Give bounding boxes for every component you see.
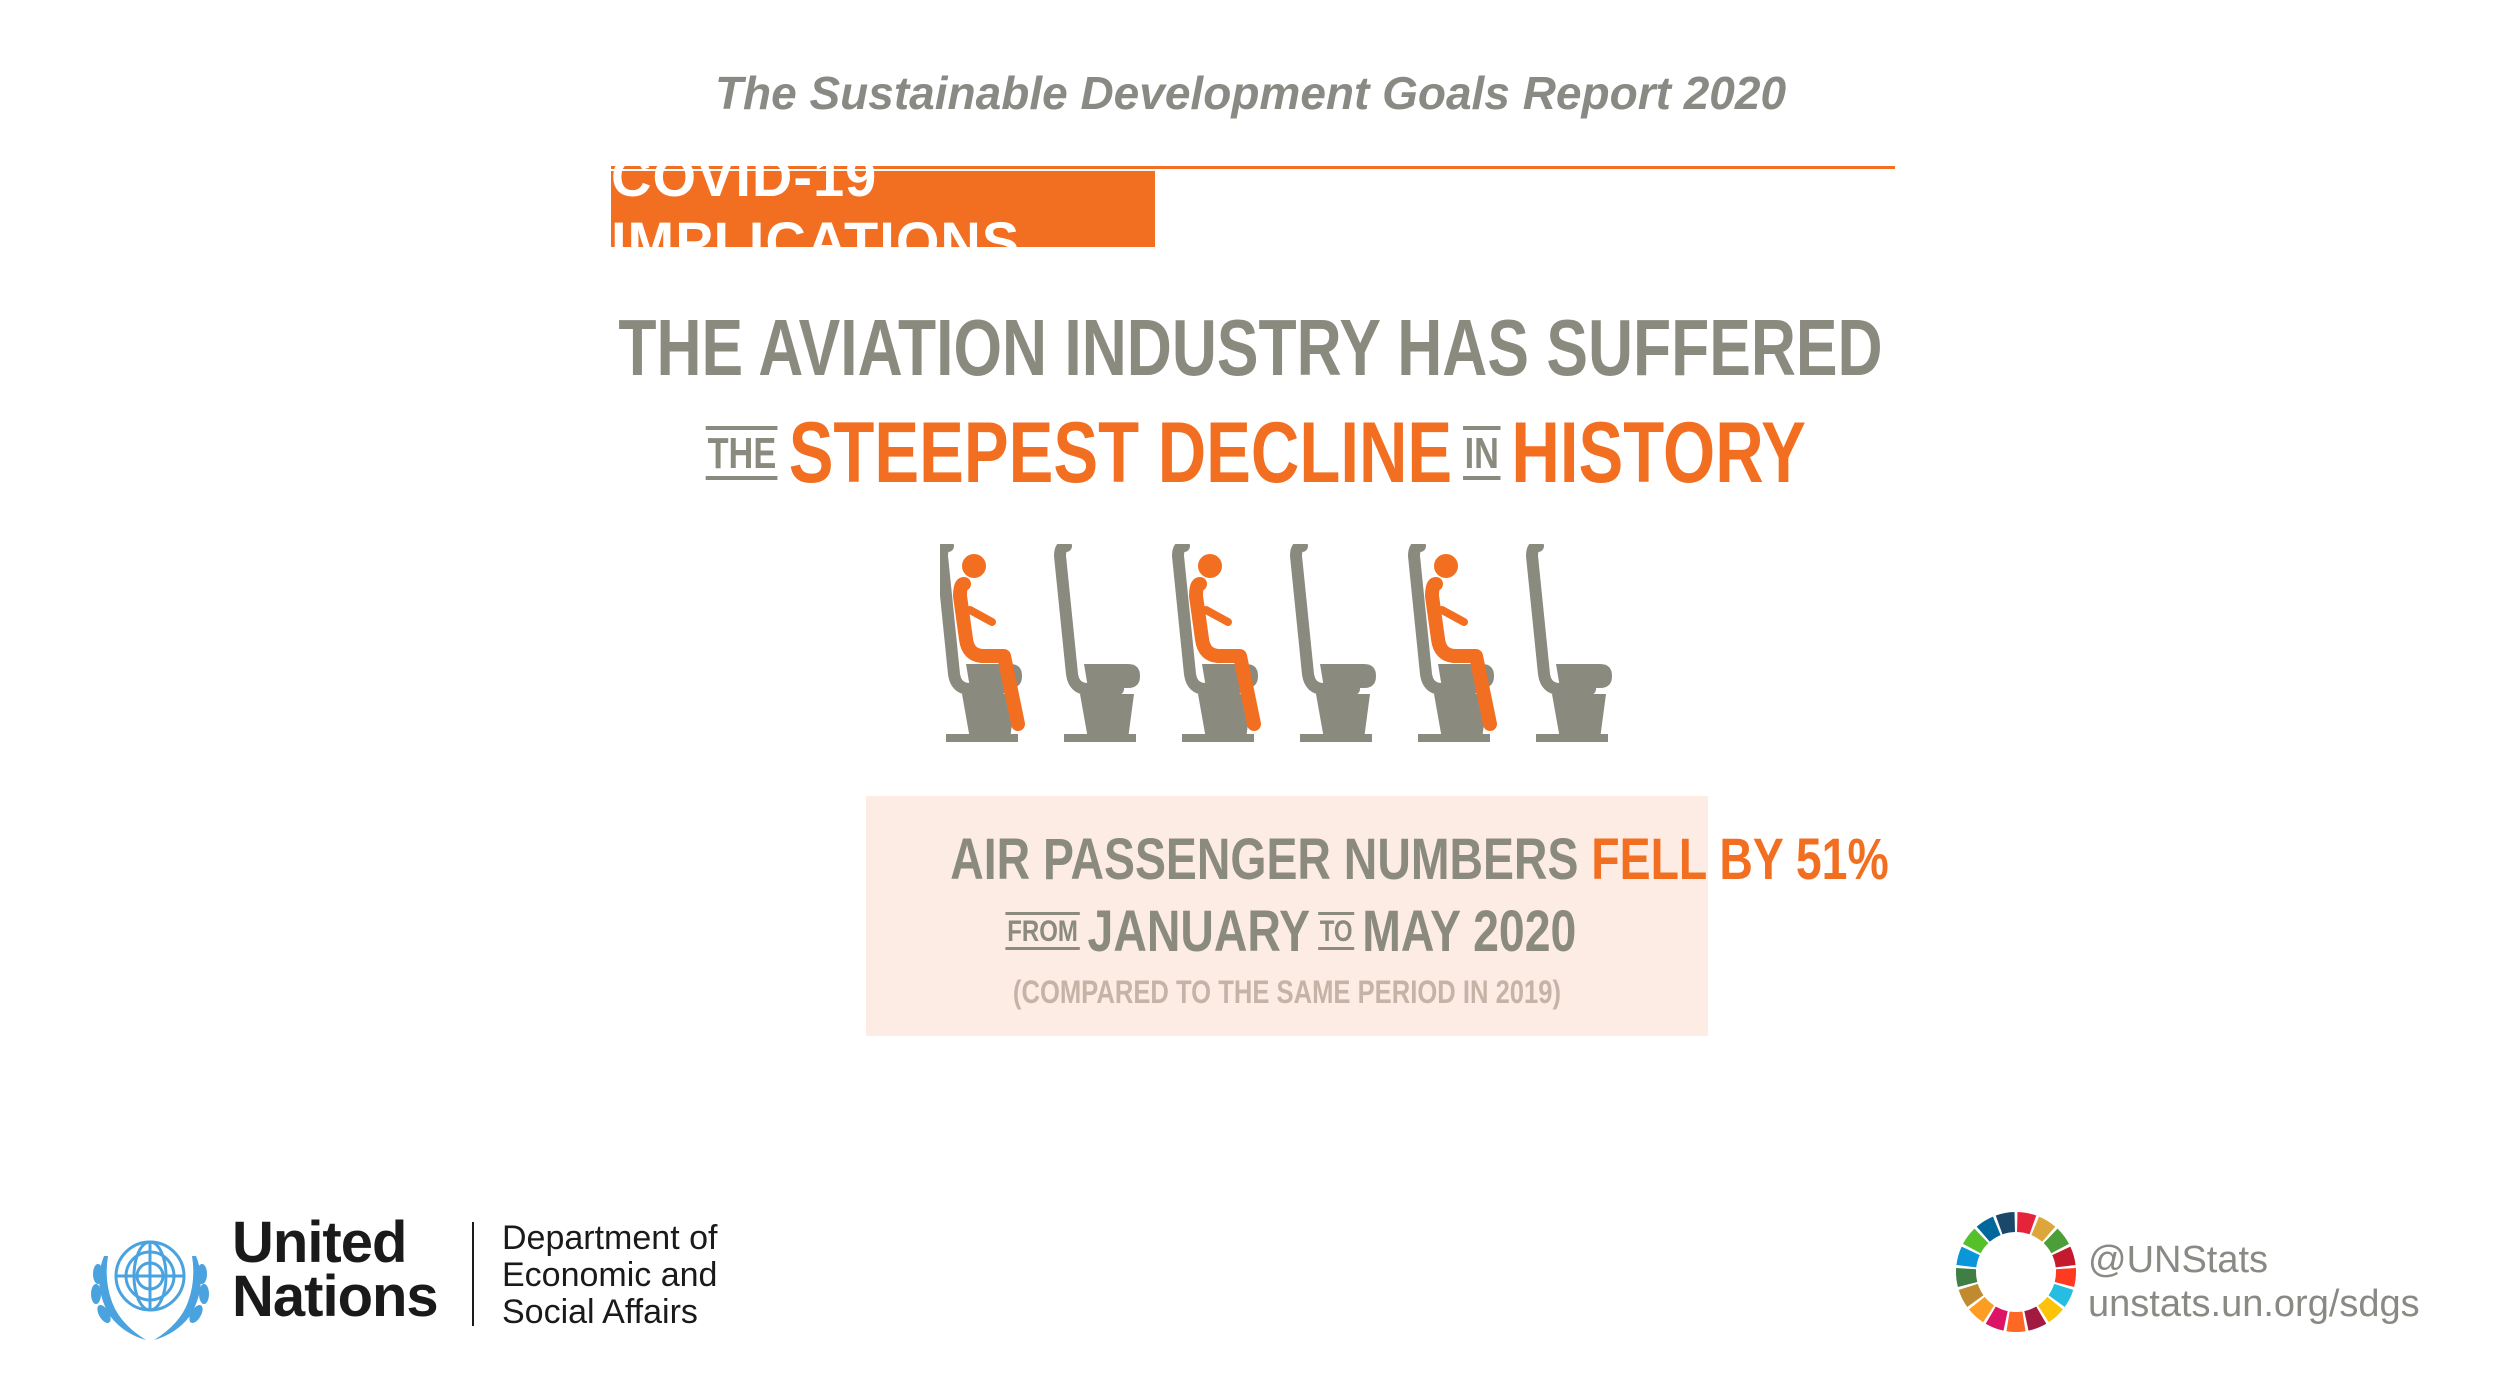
dept-line-3: Social Affairs: [502, 1293, 698, 1331]
headline-highlight: STEEPEST DECLINE: [788, 405, 1453, 501]
website-link[interactable]: unstats.un.org/sdgs: [2088, 1283, 2420, 1325]
seat-occupied-icon: [1414, 546, 1494, 742]
stat-from: FROM: [1005, 912, 1080, 950]
stat-start: JANUARY: [1087, 899, 1311, 964]
sdg-wheel-segment: [2031, 1216, 2056, 1242]
dept-line-1: Department of: [502, 1219, 718, 1257]
un-line-2: Nations: [232, 1264, 439, 1329]
report-title: The Sustainable Development Goals Report…: [714, 67, 1787, 119]
sdg-wheel-segment: [1956, 1267, 1978, 1287]
sdg-wheel-segment: [2052, 1246, 2076, 1268]
seat-empty-icon: [1532, 546, 1612, 742]
sdg-wheel-segment: [1962, 1228, 1989, 1254]
seat-empty-icon: [1060, 546, 1140, 742]
seat-empty-icon: [1296, 546, 1376, 742]
sdg-wheel-segment: [2016, 1212, 2037, 1235]
airplane-seats-illustration: [940, 544, 1660, 744]
stat-note: (COMPARED TO THE SAME PERIOD IN 2019): [1012, 974, 1562, 1010]
stat-to: TO: [1318, 912, 1355, 950]
sdg-wheel-segment: [1958, 1283, 1984, 1307]
sdg-wheel-segment: [2037, 1296, 2063, 1323]
headline-in: IN: [1463, 426, 1501, 480]
sdg-wheel-segment: [2054, 1267, 2076, 1287]
headline-the: THE: [706, 426, 778, 480]
headline-line-1: THE AVIATION INDUSTRY HAS SUFFERED: [618, 303, 1883, 392]
sdg-wheel-segment: [1985, 1306, 2008, 1331]
headline-line-2: THE STEEPEST DECLINE IN HISTORY: [275, 404, 2226, 503]
headline-end: HISTORY: [1511, 405, 1806, 501]
stat-line-1: AIR PASSENGER NUMBERS FELL BY 51%: [950, 826, 1889, 893]
sdg-wheel-segment: [2006, 1311, 2026, 1332]
section-tag: COVID-19 IMPLICATIONS: [611, 145, 1155, 273]
stat-end: MAY 2020: [1362, 899, 1577, 964]
sdg-wheel-segment: [1995, 1212, 2016, 1235]
seat-occupied-icon: [942, 546, 1022, 742]
seat-occupied-icon: [1178, 546, 1258, 742]
un-wordmark: United Nations: [232, 1210, 439, 1329]
un-emblem-icon: [91, 1240, 209, 1340]
stat-line-2: FROM JANUARY TO MAY 2020: [950, 898, 1624, 965]
sdg-wheel-icon: [1956, 1212, 2076, 1332]
sdg-wheel-segment: [2048, 1283, 2074, 1307]
header-rule: [611, 166, 1895, 169]
social-links: @UNStats unstats.un.org/sdgs: [2088, 1238, 2420, 1326]
twitter-handle[interactable]: @UNStats: [2088, 1239, 2269, 1281]
department-name: Department of Economic and Social Affair…: [502, 1220, 717, 1331]
sdg-wheel-segment: [2024, 1306, 2047, 1331]
stat-highlight: FELL BY 51%: [1591, 827, 1889, 892]
footer-divider: [472, 1222, 474, 1326]
sdg-wheel-segment: [1976, 1216, 2001, 1242]
dept-line-2: Economic and: [502, 1256, 718, 1294]
stat-box: AIR PASSENGER NUMBERS FELL BY 51% FROM JA…: [866, 796, 1889, 1036]
sdg-wheel-segment: [1969, 1296, 1995, 1323]
sdg-wheel-segment: [2043, 1228, 2070, 1254]
stat-lead: AIR PASSENGER NUMBERS: [950, 827, 1579, 892]
sdg-wheel-segment: [1956, 1246, 1980, 1268]
un-line-1: United: [232, 1210, 407, 1275]
